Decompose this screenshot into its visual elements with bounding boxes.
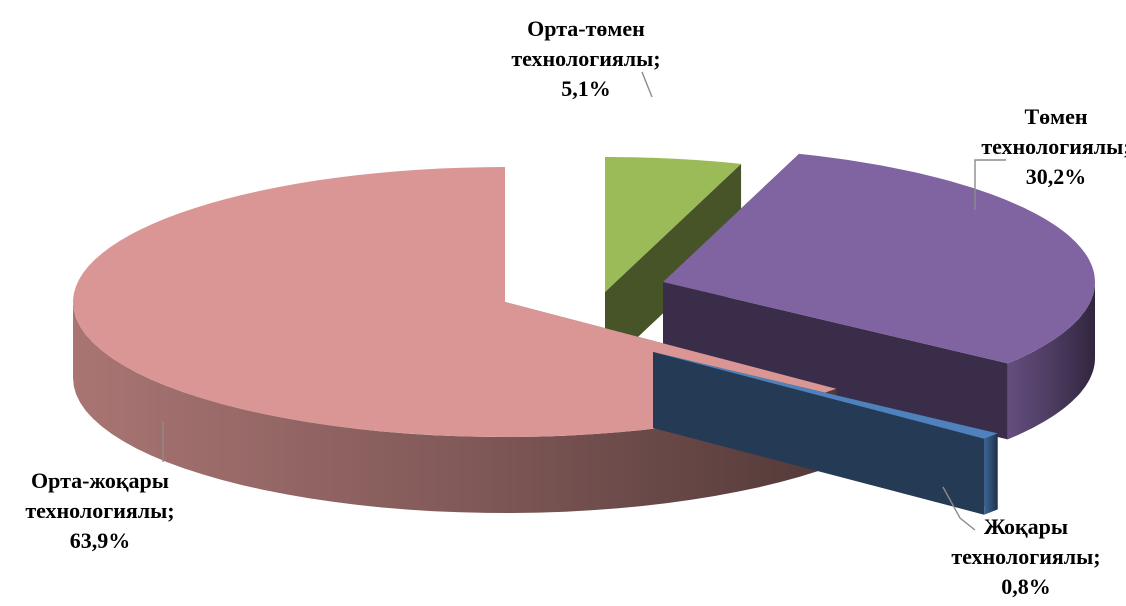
data-label-value: 0,8%	[1001, 574, 1051, 599]
leader-line-1	[974, 159, 1006, 210]
data-label-orta-zhogary: Орта-жоқары технологиялы; 63,9%	[0, 466, 200, 556]
pie-slice-wall	[73, 302, 837, 513]
pie-slice-top	[663, 153, 1095, 364]
pie-slice-wall	[984, 433, 998, 515]
data-label-line2: технологиялы;	[25, 498, 175, 523]
data-label-value: 63,9%	[69, 528, 131, 553]
pie-slice-top	[73, 167, 837, 437]
pie-slice-2	[653, 352, 998, 515]
pie-slice-top	[653, 352, 998, 439]
data-label-line1: Орта-төмен	[527, 16, 645, 41]
data-label-line2: технологиялы;	[511, 46, 661, 71]
data-label-zhogary: Жоқары технологиялы; 0,8%	[926, 512, 1126, 602]
pie-slice-wall	[1007, 282, 1095, 440]
leader-line-2	[942, 486, 976, 531]
leader-line-0	[641, 71, 653, 98]
data-label-line1: Орта-жоқары	[31, 468, 169, 493]
pie-slice-side	[663, 282, 1008, 440]
data-label-line1: Жоқары	[983, 514, 1069, 539]
pie-slices	[73, 153, 1095, 515]
data-label-value: 5,1%	[561, 76, 611, 101]
data-label-line2: технологиялы;	[981, 134, 1126, 159]
pie-slice-0	[605, 157, 742, 368]
pie-slice-1	[663, 153, 1095, 440]
pie-slice-side	[653, 352, 985, 515]
pie-slice-top	[605, 157, 742, 292]
pie-slice-side	[605, 163, 742, 368]
leader-lines	[162, 71, 1006, 531]
data-label-tomen: Төмен технологиялы; 30,2%	[956, 102, 1126, 192]
data-label-line1: Төмен	[1024, 104, 1088, 129]
data-label-value: 30,2%	[1025, 164, 1087, 189]
data-label-line2: технологиялы;	[951, 544, 1101, 569]
data-label-orta-tomen: Орта-төмен технологиялы; 5,1%	[476, 14, 696, 104]
